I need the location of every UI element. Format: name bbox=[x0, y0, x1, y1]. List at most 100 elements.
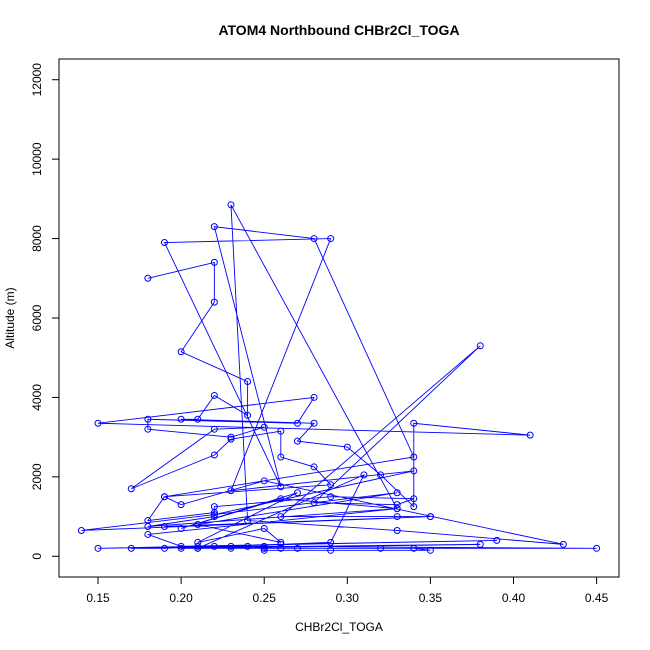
data-point bbox=[327, 546, 335, 554]
data-point bbox=[260, 524, 268, 532]
data-point bbox=[293, 419, 301, 427]
data-point bbox=[310, 419, 318, 427]
data-point bbox=[593, 544, 601, 552]
data-point bbox=[277, 427, 285, 435]
data-point bbox=[210, 503, 218, 511]
data-point bbox=[426, 546, 434, 554]
data-point bbox=[144, 522, 152, 530]
data-point bbox=[293, 489, 301, 497]
data-point bbox=[293, 437, 301, 445]
data-point bbox=[393, 526, 401, 534]
data-point bbox=[277, 495, 285, 503]
data-point bbox=[210, 511, 218, 519]
data-point bbox=[177, 415, 185, 423]
data-point bbox=[277, 483, 285, 491]
y-tick-label: 10000 bbox=[30, 142, 44, 176]
data-point bbox=[377, 471, 385, 479]
data-point bbox=[526, 431, 534, 439]
data-point bbox=[210, 258, 218, 266]
data-point bbox=[94, 419, 102, 427]
data-point bbox=[559, 540, 567, 548]
y-tick-label: 8000 bbox=[30, 225, 44, 252]
x-tick-label: 0.35 bbox=[419, 591, 443, 605]
data-point bbox=[476, 342, 484, 350]
data-point bbox=[260, 477, 268, 485]
series-layer bbox=[77, 201, 601, 554]
y-axis: 0 2000 4000 6000 8000 10000 12000 bbox=[30, 63, 60, 560]
data-point bbox=[77, 526, 85, 534]
data-point bbox=[377, 544, 385, 552]
data-point bbox=[177, 544, 185, 552]
data-point bbox=[244, 378, 252, 386]
y-tick-label: 0 bbox=[30, 553, 44, 560]
data-point bbox=[160, 544, 168, 552]
data-point bbox=[244, 411, 252, 419]
data-point bbox=[144, 530, 152, 538]
data-point bbox=[310, 235, 318, 243]
data-point bbox=[410, 503, 418, 511]
data-point bbox=[410, 419, 418, 427]
data-point bbox=[277, 540, 285, 548]
data-point bbox=[160, 239, 168, 247]
data-point bbox=[210, 298, 218, 306]
data-point bbox=[476, 540, 484, 548]
data-point bbox=[426, 513, 434, 521]
data-point bbox=[260, 423, 268, 431]
data-point bbox=[260, 544, 268, 552]
data-point bbox=[277, 513, 285, 521]
y-tick-label: 4000 bbox=[30, 384, 44, 411]
data-point bbox=[293, 544, 301, 552]
data-point bbox=[194, 542, 202, 550]
data-point bbox=[210, 223, 218, 231]
data-point bbox=[194, 521, 202, 529]
y-tick-label: 12000 bbox=[30, 63, 44, 97]
x-tick-label: 0.15 bbox=[86, 591, 110, 605]
data-point bbox=[94, 544, 102, 552]
x-axis-label: CHBr2Cl_TOGA bbox=[295, 620, 383, 634]
data-point bbox=[260, 546, 268, 554]
data-point bbox=[177, 501, 185, 509]
data-point bbox=[327, 493, 335, 501]
data-point bbox=[227, 433, 235, 441]
data-point bbox=[227, 435, 235, 443]
data-point bbox=[244, 517, 252, 525]
data-point bbox=[194, 415, 202, 423]
data-point bbox=[310, 463, 318, 471]
data-point bbox=[144, 415, 152, 423]
data-point bbox=[393, 513, 401, 521]
data-point bbox=[244, 542, 252, 550]
x-tick-label: 0.45 bbox=[585, 591, 609, 605]
x-tick-label: 0.30 bbox=[336, 591, 360, 605]
data-point bbox=[360, 471, 368, 479]
data-point bbox=[127, 485, 135, 493]
data-point bbox=[310, 393, 318, 401]
data-point bbox=[410, 495, 418, 503]
data-point bbox=[227, 201, 235, 209]
data-point bbox=[343, 443, 351, 451]
data-point bbox=[177, 348, 185, 356]
data-point bbox=[310, 499, 318, 507]
data-point bbox=[410, 544, 418, 552]
data-point bbox=[210, 391, 218, 399]
data-point bbox=[210, 542, 218, 550]
data-point bbox=[227, 544, 235, 552]
x-tick-label: 0.40 bbox=[502, 591, 526, 605]
data-point bbox=[277, 544, 285, 552]
x-axis: 0.15 0.20 0.25 0.30 0.35 0.40 0.45 bbox=[86, 576, 609, 605]
data-point bbox=[177, 524, 185, 532]
data-point bbox=[144, 274, 152, 282]
data-point bbox=[160, 522, 168, 530]
y-tick-label: 2000 bbox=[30, 463, 44, 490]
data-point bbox=[144, 425, 152, 433]
data-point bbox=[327, 235, 335, 243]
y-tick-label: 6000 bbox=[30, 304, 44, 331]
data-point bbox=[277, 453, 285, 461]
y-axis-label: Altitude (m) bbox=[3, 287, 17, 348]
x-tick-label: 0.25 bbox=[253, 591, 277, 605]
data-point bbox=[210, 425, 218, 433]
data-point bbox=[210, 513, 218, 521]
data-point bbox=[393, 489, 401, 497]
x-tick-label: 0.20 bbox=[169, 591, 193, 605]
